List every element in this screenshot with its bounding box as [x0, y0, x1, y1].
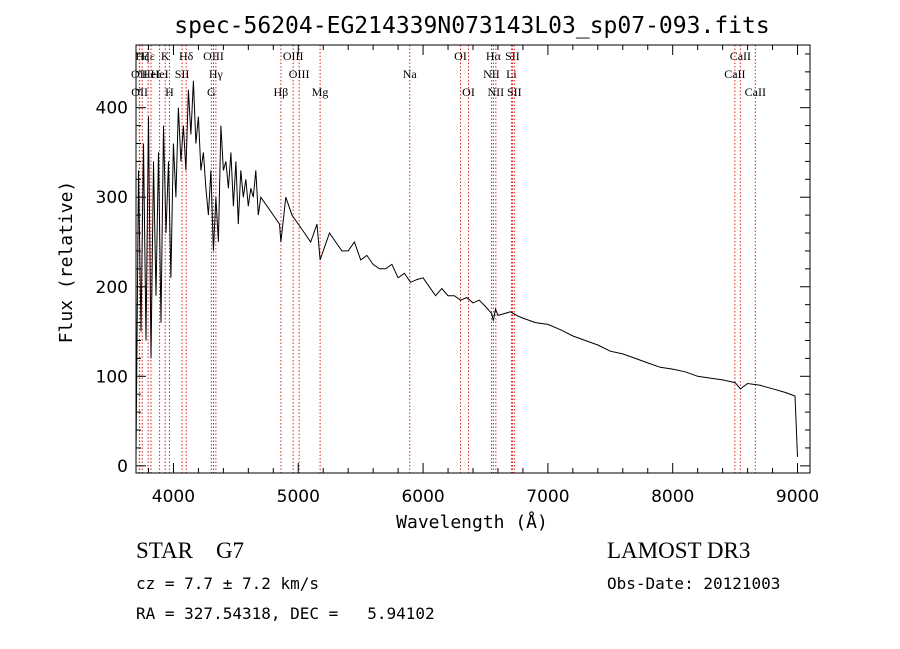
x-tick-label-4: 8000	[651, 487, 694, 507]
line-marker-label-4: HeI	[142, 67, 160, 81]
line-marker-label-5: HeI	[151, 67, 169, 81]
line-marker-label-27: CaII	[724, 67, 745, 81]
x-tick-label-0: 4000	[152, 487, 195, 507]
y-tick-label-2: 200	[96, 278, 128, 298]
line-marker-label-3: Hε	[141, 49, 155, 63]
line-marker-label-13: Hβ	[274, 85, 289, 99]
line-marker-label-15: OIII	[289, 67, 310, 81]
line-marker-label-28: CaII	[745, 85, 766, 99]
x-tick-label-5: 9000	[776, 487, 819, 507]
line-marker-label-2: OII	[131, 85, 148, 99]
line-marker-label-26: CaII	[730, 49, 751, 63]
line-marker-label-11: Hγ	[209, 67, 224, 81]
line-marker-label-23: Li	[506, 67, 517, 81]
line-marker-label-18: OI	[454, 49, 467, 63]
line-marker-label-9: Hδ	[179, 49, 194, 63]
line-marker-label-14: OIII	[283, 49, 304, 63]
line-marker-label-0: Hζ	[135, 49, 149, 63]
classification-text: STAR G7	[136, 538, 245, 563]
line-marker-label-20: Hα	[486, 49, 502, 63]
chart-title: spec-56204-EG214339N073143L03_sp07-093.f…	[174, 13, 769, 39]
x-tick-label-2: 6000	[401, 487, 444, 507]
line-marker-label-24: NII	[488, 85, 505, 99]
x-axis-label: Wavelength (Å)	[396, 511, 548, 533]
line-marker-label-6: K	[161, 49, 170, 63]
line-marker-label-25: SII	[507, 85, 522, 99]
y-axis-label: Flux (relative)	[56, 181, 77, 344]
y-tick-label-4: 400	[96, 99, 128, 119]
coords-text: RA = 327.54318, DEC = 5.94102	[136, 604, 435, 623]
y-tick-label-3: 300	[96, 188, 128, 208]
y-tick-label-1: 100	[96, 367, 128, 387]
redshift-text: cz = 7.7 ± 7.2 km/s	[136, 574, 320, 593]
survey-text: LAMOST DR3	[607, 538, 751, 563]
line-marker-label-22: NII	[483, 67, 500, 81]
line-marker-label-7: H	[165, 85, 174, 99]
x-tick-label-3: 7000	[526, 487, 569, 507]
y-tick-label-0: 0	[117, 457, 128, 477]
obs-date-text: Obs-Date: 20121003	[607, 574, 781, 593]
line-marker-label-17: Na	[403, 67, 418, 81]
y-axis-ticks: 0 100 200 300 400	[96, 53, 810, 477]
x-tick-label-1: 5000	[277, 487, 320, 507]
line-marker-label-10: OIII	[203, 49, 224, 63]
line-marker-label-21: SII	[505, 49, 520, 63]
flux-series-line	[135, 80, 798, 457]
plot-frame	[135, 44, 811, 474]
line-marker-label-16: Mg	[312, 85, 329, 99]
line-marker-label-8: SII	[175, 67, 190, 81]
x-axis-ticks: 4000 5000 6000 7000 8000 9000	[147, 45, 819, 507]
line-marker-label-12: G	[207, 85, 216, 99]
line-marker-label-19: OI	[462, 85, 475, 99]
